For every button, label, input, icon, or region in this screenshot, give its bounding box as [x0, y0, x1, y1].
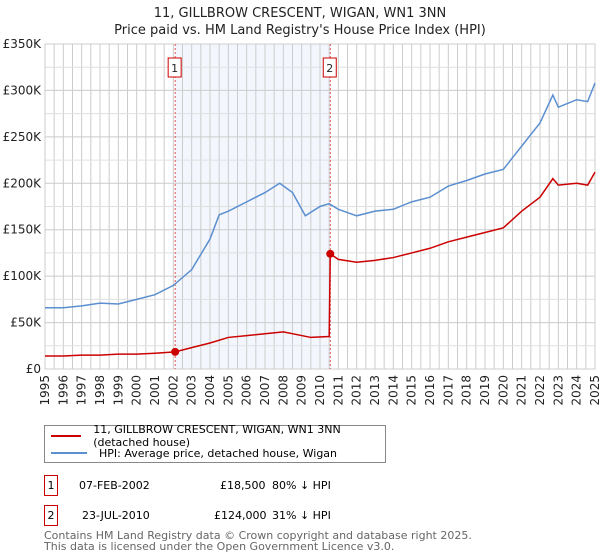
y-tick-label: £200K	[3, 176, 43, 190]
x-tick-label: 2003	[185, 375, 199, 406]
x-tick-label: 2020	[496, 375, 510, 406]
footer: Contains HM Land Registry data © Crown c…	[44, 530, 472, 552]
x-tick-label: 2024	[570, 375, 584, 406]
y-tick-label: £350K	[3, 37, 43, 51]
sale-price: £124,000	[214, 509, 267, 522]
footer-line: This data is licensed under the Open Gov…	[44, 540, 395, 553]
legend-label: HPI: Average price, detached house, Wiga…	[99, 446, 338, 460]
y-tick-label: £50K	[10, 316, 42, 330]
legend-item-hpi: HPI: Average price, detached house, Wiga…	[51, 445, 337, 461]
legend: 11, GILLBROW CRESCENT, WIGAN, WN1 3NN (d…	[44, 423, 386, 463]
x-tick-label: 1995	[38, 375, 52, 406]
sale-row: 1 07-FEB-2002 £18,500 80% ↓ HPI	[44, 475, 444, 496]
y-tick-label: £100K	[3, 269, 43, 283]
y-tick-label: £300K	[3, 83, 43, 97]
x-tick-label: 2021	[515, 375, 529, 406]
x-tick-label: 2009	[295, 375, 309, 406]
hpi-line	[45, 82, 596, 309]
x-tick-label: 2001	[148, 375, 162, 406]
x-tick-label: 2002	[166, 375, 180, 406]
x-tick-label: 2019	[478, 375, 492, 406]
annotation-box	[167, 57, 182, 78]
x-tick-label: 2008	[276, 375, 290, 406]
x-tick-label: 2010	[313, 375, 327, 406]
plot-frame	[44, 43, 596, 370]
x-tick-label: 2004	[203, 375, 217, 406]
sale-date: 07-FEB-2002	[79, 479, 150, 492]
x-tick-label: 2005	[221, 375, 235, 406]
sale-point	[326, 249, 335, 258]
x-tick-label: 1998	[93, 375, 107, 406]
x-tick-label: 2006	[240, 375, 254, 406]
annotation-label: 1	[171, 62, 178, 75]
legend-label: 11, GILLBROW CRESCENT, WIGAN, WN1 3NN (d…	[93, 423, 341, 449]
x-tick-label: 2011	[331, 375, 345, 406]
y-tick-label: £250K	[3, 130, 43, 144]
x-tick-label: 2025	[588, 375, 600, 406]
x-tick-label: 2000	[130, 375, 144, 406]
x-tick-label: 1999	[111, 375, 125, 406]
sale-price: £18,500	[220, 479, 266, 492]
x-tick-label: 1996	[56, 375, 70, 406]
sale-hpi: 31% ↓ HPI	[272, 509, 331, 522]
x-tick-label: 2014	[386, 375, 400, 406]
chart-title: 11, GILLBROW CRESCENT, WIGAN, WN1 3NN	[153, 6, 447, 21]
sale-hpi: 80% ↓ HPI	[272, 479, 331, 492]
sale-point	[171, 347, 180, 356]
x-tick-label: 1997	[75, 375, 89, 406]
legend-item-property: 11, GILLBROW CRESCENT, WIGAN, WN1 3NN (d…	[51, 423, 385, 449]
y-tick-label: £0	[26, 362, 41, 376]
x-tick-label: 2007	[258, 375, 272, 406]
red-line-swatch	[51, 435, 82, 437]
price-chart: £0 £50K £100K £150K £200K £250K £300K £350K 1995…	[3, 37, 600, 406]
sale-row: 2 23-JUL-2010 £124,000 31% ↓ HPI	[44, 505, 444, 526]
x-tick-label: 2013	[368, 375, 382, 406]
x-tick-label: 2022	[533, 375, 547, 406]
x-tick-label: 2018	[460, 375, 474, 406]
footer-line: Contains HM Land Registry data © Crown c…	[44, 529, 472, 542]
x-tick-label: 2016	[423, 375, 437, 406]
sale-date: 23-JUL-2010	[82, 509, 150, 522]
x-tick-label: 2023	[551, 375, 565, 406]
blue-line-swatch	[51, 452, 87, 454]
x-tick-label: 2012	[350, 375, 364, 406]
x-tick-label: 2015	[405, 375, 419, 406]
annotation-box	[322, 57, 337, 78]
x-tick-label: 2017	[441, 375, 455, 406]
annotation-label: 2	[326, 62, 333, 75]
chart-subtitle: Price paid vs. HM Land Registry's House …	[114, 23, 486, 38]
y-tick-label: £150K	[3, 223, 43, 237]
sale-marker: 2	[44, 505, 58, 526]
sale-marker: 1	[44, 475, 58, 496]
